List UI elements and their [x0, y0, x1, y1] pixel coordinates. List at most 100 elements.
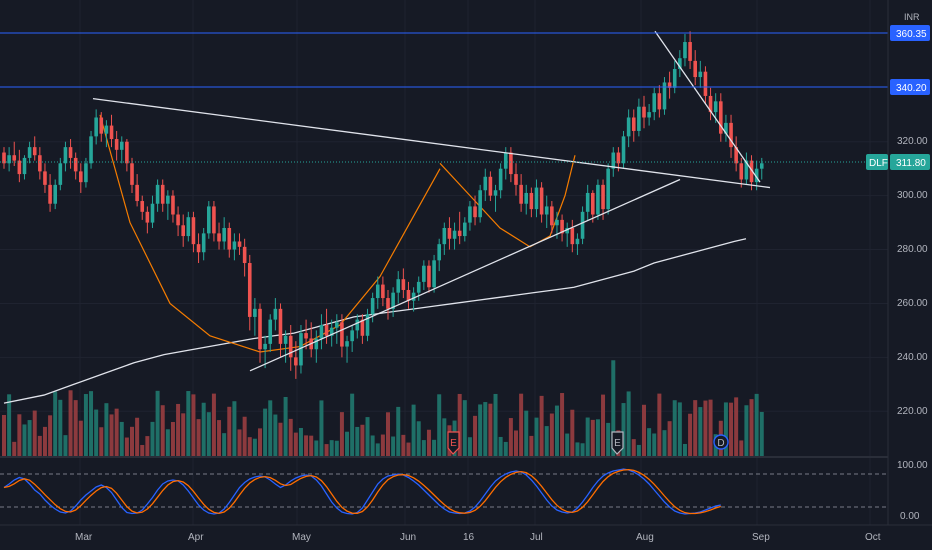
candle[interactable]: [150, 195, 155, 228]
candle[interactable]: [534, 179, 539, 218]
candle[interactable]: [247, 254, 252, 331]
level-tag-360[interactable]: 360.35: [890, 25, 930, 41]
candle[interactable]: [125, 139, 129, 172]
candle[interactable]: [191, 211, 196, 253]
candle[interactable]: [171, 190, 175, 223]
candle[interactable]: [104, 120, 109, 148]
candle[interactable]: [406, 281, 411, 309]
candle[interactable]: [273, 298, 278, 331]
candle[interactable]: [181, 214, 185, 247]
candle[interactable]: [621, 130, 626, 169]
candle[interactable]: [68, 139, 73, 169]
candle[interactable]: [222, 217, 226, 250]
trendlines[interactable]: [92, 30, 771, 372]
candle[interactable]: [570, 219, 575, 253]
candle[interactable]: [350, 325, 354, 352]
candle[interactable]: [335, 314, 339, 344]
candle[interactable]: [314, 330, 319, 363]
candle[interactable]: [427, 260, 431, 293]
candle[interactable]: [672, 60, 677, 94]
candle[interactable]: [145, 206, 150, 234]
level-tag-340[interactable]: 340.20: [890, 79, 930, 95]
candle[interactable]: [452, 222, 457, 250]
candle[interactable]: [729, 114, 733, 158]
candle[interactable]: [386, 289, 390, 320]
candle[interactable]: [375, 276, 380, 309]
candle[interactable]: [166, 190, 170, 220]
candle[interactable]: [201, 227, 206, 261]
candle[interactable]: [606, 163, 610, 215]
candle[interactable]: [283, 330, 288, 363]
candle[interactable]: [345, 335, 349, 363]
candle[interactable]: [32, 136, 37, 161]
stoch-k-line[interactable]: [3, 468, 721, 515]
candle[interactable]: [478, 184, 482, 223]
candle[interactable]: [79, 163, 83, 193]
candle[interactable]: [263, 335, 267, 369]
candle[interactable]: [232, 233, 237, 261]
candle[interactable]: [12, 141, 17, 166]
candle[interactable]: [63, 141, 68, 172]
candle[interactable]: [749, 155, 754, 191]
candle[interactable]: [739, 157, 744, 188]
candle[interactable]: [365, 308, 370, 342]
candle[interactable]: [299, 325, 303, 374]
candle[interactable]: [432, 254, 436, 293]
candle[interactable]: [575, 233, 580, 255]
candle[interactable]: [647, 104, 651, 126]
candle[interactable]: [473, 195, 477, 226]
dividend-icon[interactable]: D: [713, 434, 729, 450]
candle[interactable]: [565, 222, 569, 247]
candle[interactable]: [258, 303, 262, 363]
candle[interactable]: [719, 93, 723, 142]
candle[interactable]: [724, 114, 728, 142]
candle[interactable]: [683, 33, 687, 67]
trendline[interactable]: [249, 178, 681, 372]
candle[interactable]: [140, 195, 145, 220]
trendline[interactable]: [92, 97, 771, 189]
candle[interactable]: [130, 157, 134, 193]
candle[interactable]: [596, 179, 600, 220]
candle[interactable]: [703, 66, 708, 105]
candle[interactable]: [135, 174, 139, 207]
candle[interactable]: [483, 168, 488, 202]
candle[interactable]: [89, 130, 93, 169]
candle[interactable]: [488, 171, 493, 202]
candle[interactable]: [744, 152, 749, 185]
symbol-tag[interactable]: DLF: [866, 154, 888, 170]
stoch-d-line[interactable]: [3, 469, 722, 515]
candle[interactable]: [99, 112, 104, 142]
candle[interactable]: [253, 298, 257, 336]
candle[interactable]: [84, 157, 88, 188]
candle[interactable]: [227, 222, 232, 258]
candle[interactable]: [268, 314, 273, 352]
candle[interactable]: [119, 136, 124, 164]
candle[interactable]: [524, 184, 529, 215]
candle[interactable]: [698, 60, 703, 88]
candle[interactable]: [637, 98, 641, 137]
trendline[interactable]: [654, 30, 761, 183]
candle[interactable]: [457, 211, 462, 245]
candle[interactable]: [688, 31, 692, 69]
candle[interactable]: [759, 157, 764, 180]
candle[interactable]: [237, 233, 242, 255]
candle[interactable]: [27, 141, 32, 164]
candle[interactable]: [355, 314, 360, 339]
candle[interactable]: [416, 276, 421, 301]
candle[interactable]: [340, 314, 344, 358]
moving-average-line[interactable]: [3, 238, 747, 404]
candle[interactable]: [437, 238, 441, 272]
candle[interactable]: [38, 147, 42, 180]
candle[interactable]: [53, 179, 57, 210]
candle[interactable]: [626, 109, 631, 148]
candle[interactable]: [667, 71, 672, 99]
candle[interactable]: [585, 184, 590, 220]
candles[interactable]: [2, 31, 764, 379]
candle[interactable]: [58, 157, 63, 191]
candle[interactable]: [304, 319, 308, 350]
candle[interactable]: [324, 308, 329, 344]
candle[interactable]: [329, 319, 334, 347]
candle[interactable]: [560, 214, 564, 242]
candle[interactable]: [114, 130, 119, 161]
